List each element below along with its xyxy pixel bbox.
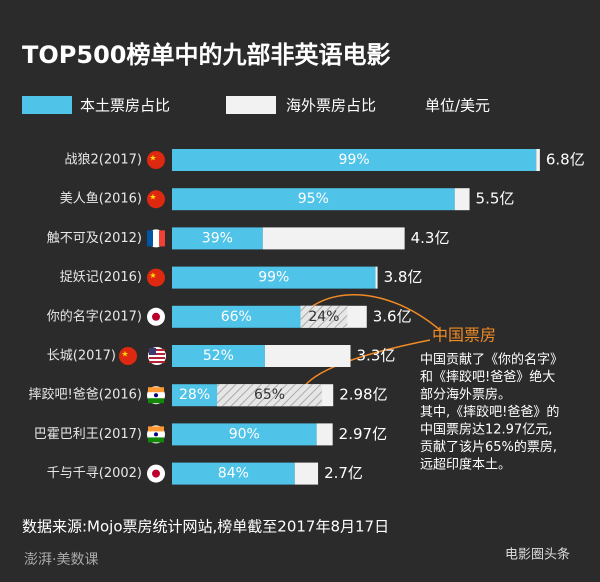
flag: [149, 348, 156, 355]
flag: [148, 387, 164, 393]
bar-china: [217, 384, 322, 407]
watermark: 电影圈头条: [505, 547, 570, 563]
category-label: 你的名字(2017): [47, 308, 142, 324]
bar-domestic: [172, 305, 301, 328]
flag: [147, 151, 165, 169]
total-label: 4.3亿: [411, 229, 450, 247]
total-label: 2.98亿: [339, 386, 387, 404]
flag: [149, 349, 165, 351]
legend-swatch: [226, 96, 276, 114]
bar-domestic: [172, 384, 218, 407]
flag: [147, 268, 165, 287]
domestic-label: 99%: [258, 270, 289, 286]
bar-overseas: [536, 149, 540, 171]
total-label: 6.8亿: [546, 151, 585, 169]
flag: [152, 312, 160, 321]
chart-title: TOP500榜单中的九部非英语电影: [22, 41, 390, 69]
legend-label: 海外票房占比: [286, 97, 376, 115]
flag: [152, 469, 160, 478]
flag: [149, 361, 165, 363]
unit-note: 单位/美元: [425, 97, 490, 115]
flag-star: ★: [149, 271, 156, 280]
flag: [148, 426, 164, 432]
domestic-label: 95%: [298, 191, 329, 207]
category-label: 巴霍巴利王(2017): [34, 427, 142, 442]
flag-star: ★: [121, 350, 128, 359]
annotation-line: 部分海外票房。: [420, 387, 511, 403]
domestic-label: 66%: [221, 309, 252, 325]
china-label: 65%: [254, 387, 285, 403]
annotation-line: 其中,《摔跤吧!爸爸》的: [420, 404, 559, 420]
bar-domestic: [172, 266, 376, 289]
bar-china: [300, 305, 348, 328]
bar-overseas: [264, 345, 351, 367]
total-label: 3.3亿: [357, 347, 396, 365]
bar-overseas: [454, 188, 470, 211]
flag-star: ★: [149, 193, 156, 202]
annotation-line: 中国贡献了《你的名字》: [420, 352, 563, 368]
total-label: 5.5亿: [476, 190, 515, 208]
flag: [154, 432, 158, 437]
flag: [159, 230, 165, 247]
annotation-title: 中国票房: [432, 326, 496, 345]
annotation-line: 和《摔跤吧!爸爸》绝大: [420, 369, 555, 385]
flag-star: ★: [149, 154, 156, 163]
category-label: 战狼2(2017): [65, 153, 143, 168]
bar-domestic: [172, 227, 263, 250]
flag: [148, 398, 164, 404]
bar-domestic: [172, 188, 455, 211]
category-label: 捉妖记(2016): [60, 270, 142, 285]
annotation-line: 远超印度本土。: [420, 457, 511, 473]
bar-domestic: [172, 149, 537, 171]
annotation-line: 贡献了该片65%的票房,: [420, 439, 557, 455]
china-label: 24%: [308, 309, 339, 325]
bar-overseas: [316, 423, 333, 446]
legend-swatch: [22, 96, 72, 114]
legend-label: 本土票房占比: [80, 97, 170, 115]
category-label: 长城(2017): [47, 349, 116, 364]
total-label: 2.97亿: [339, 425, 387, 443]
flag: [149, 353, 165, 355]
total-label: 3.8亿: [384, 268, 423, 286]
flag: [119, 347, 137, 365]
bar-domestic: [172, 345, 265, 367]
category-label: 千与千寻(2002): [47, 466, 142, 481]
domestic-label: 90%: [229, 426, 260, 442]
category-label: 触不可及(2012): [47, 231, 142, 246]
flag: [147, 230, 153, 247]
domestic-label: 99%: [339, 152, 370, 168]
domestic-label: 39%: [202, 230, 233, 246]
domestic-label: 28%: [179, 387, 210, 403]
bar-overseas: [262, 227, 405, 250]
flag: [148, 437, 164, 443]
domestic-label: 84%: [218, 466, 249, 482]
source: 数据来源:Mojo票房统计网站,榜单截至2017年8月17日: [22, 518, 389, 536]
category-label: 摔跤吧!爸爸(2016): [29, 387, 142, 403]
total-label: 3.6亿: [373, 307, 412, 325]
watermark: 澎湃·美数课: [24, 552, 98, 568]
annotation-line: 中国票房达12.97亿元,: [420, 422, 552, 438]
flag: [149, 357, 165, 359]
total-label: 2.7亿: [324, 464, 363, 482]
bar-domestic: [172, 423, 317, 446]
bar-overseas: [294, 462, 319, 485]
domestic-label: 52%: [203, 348, 234, 364]
category-label: 美人鱼(2016): [60, 191, 142, 207]
bar-overseas: [375, 266, 378, 289]
flag: [147, 190, 165, 209]
flag: [154, 393, 158, 398]
bar-domestic: [172, 462, 295, 485]
